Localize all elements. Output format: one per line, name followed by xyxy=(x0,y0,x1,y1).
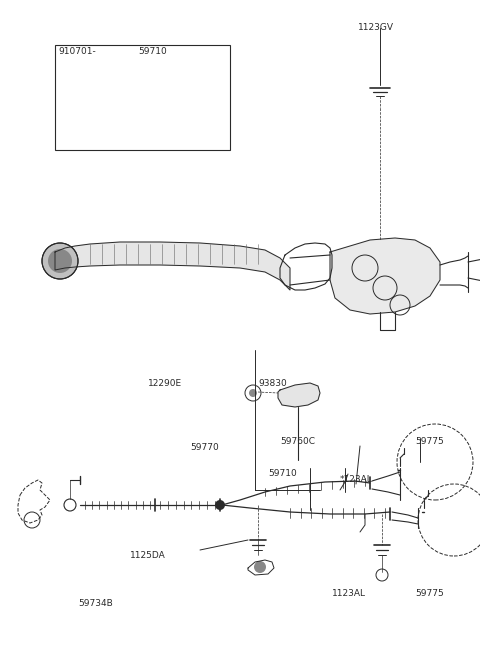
Polygon shape xyxy=(278,383,320,407)
Circle shape xyxy=(66,86,94,114)
Text: 1123AL: 1123AL xyxy=(332,589,366,599)
Text: 12290E: 12290E xyxy=(148,380,182,388)
Text: 59710: 59710 xyxy=(138,47,167,57)
Text: *123AL: *123AL xyxy=(340,476,373,484)
Circle shape xyxy=(215,500,225,510)
Text: 59760C: 59760C xyxy=(280,438,315,447)
Text: 93830: 93830 xyxy=(258,380,287,388)
Text: 59770: 59770 xyxy=(190,443,219,453)
Circle shape xyxy=(48,249,72,273)
Circle shape xyxy=(249,389,257,397)
Circle shape xyxy=(254,561,266,573)
Text: 59775: 59775 xyxy=(415,589,444,599)
Text: 59775: 59775 xyxy=(415,438,444,447)
Polygon shape xyxy=(55,242,290,290)
Polygon shape xyxy=(80,77,215,119)
Text: 910701-: 910701- xyxy=(58,47,96,57)
Text: 1125DA: 1125DA xyxy=(130,551,166,560)
Text: 59710: 59710 xyxy=(268,470,297,478)
Polygon shape xyxy=(330,238,440,314)
Text: 1123GV: 1123GV xyxy=(358,24,394,32)
Bar xyxy=(55,45,230,150)
Circle shape xyxy=(70,90,90,110)
Circle shape xyxy=(42,243,78,279)
Text: 59734B: 59734B xyxy=(78,599,113,608)
